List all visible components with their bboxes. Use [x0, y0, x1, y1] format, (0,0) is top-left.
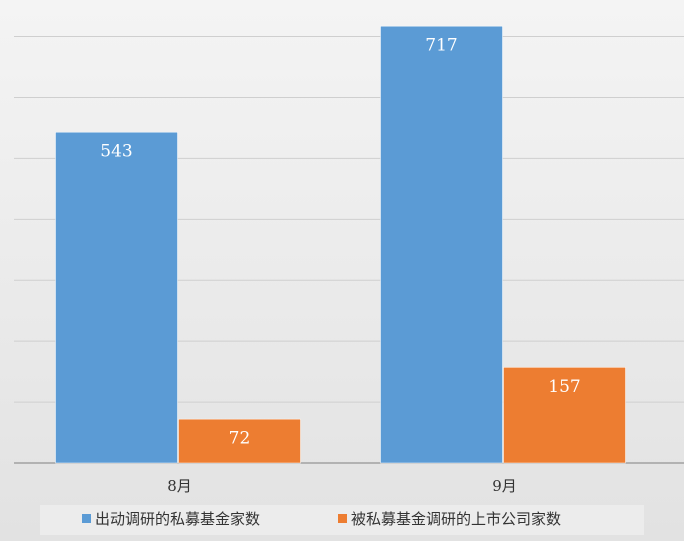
bar	[380, 25, 503, 464]
legend-label: 被私募基金调研的上市公司家数	[351, 510, 561, 528]
bar	[55, 131, 178, 464]
value-label: 157	[548, 377, 580, 397]
legend-swatch	[338, 514, 347, 523]
legend-swatch	[82, 514, 91, 523]
x-tick-label: 9月	[492, 477, 517, 495]
value-label: 543	[100, 142, 132, 162]
x-tick-label: 8月	[167, 477, 192, 495]
bar	[178, 418, 301, 464]
legend-label: 出动调研的私募基金家数	[95, 510, 260, 528]
value-label: 72	[229, 429, 251, 449]
value-label: 717	[425, 36, 457, 56]
bar	[503, 367, 626, 464]
